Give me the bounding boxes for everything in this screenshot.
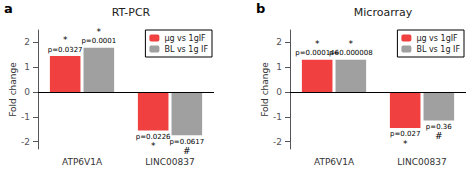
svg-text:*: * bbox=[349, 39, 354, 49]
svg-text:RT-PCR: RT-PCR bbox=[112, 6, 151, 19]
svg-text:p=0.000008: p=0.000008 bbox=[329, 49, 373, 57]
svg-text:*: * bbox=[151, 141, 156, 151]
svg-text:Microarray: Microarray bbox=[354, 6, 413, 19]
svg-text:-1: -1 bbox=[21, 112, 30, 122]
svg-text:p=0.0327: p=0.0327 bbox=[48, 46, 83, 54]
svg-text:#: # bbox=[435, 131, 443, 141]
svg-text:p=0.0226: p=0.0226 bbox=[136, 133, 171, 141]
svg-text:p=0.027: p=0.027 bbox=[390, 130, 420, 138]
svg-text:p=0.36: p=0.36 bbox=[426, 123, 452, 131]
svg-text:*: * bbox=[403, 139, 408, 149]
svg-text:a: a bbox=[4, 1, 13, 16]
svg-text:p=0.0617: p=0.0617 bbox=[169, 138, 204, 146]
svg-text:b: b bbox=[256, 1, 265, 16]
svg-text:p=0.000146: p=0.000146 bbox=[295, 49, 339, 58]
svg-text:-1: -1 bbox=[273, 112, 282, 122]
svg-text:LINC00837: LINC00837 bbox=[397, 157, 446, 167]
svg-text:*: * bbox=[63, 35, 68, 45]
svg-text:0: 0 bbox=[276, 87, 282, 97]
svg-text:1: 1 bbox=[24, 62, 30, 72]
svg-text:-2: -2 bbox=[21, 137, 30, 147]
svg-text:p=0.0001: p=0.0001 bbox=[81, 37, 116, 45]
svg-text:ATP6V1A: ATP6V1A bbox=[314, 157, 355, 167]
svg-text:2: 2 bbox=[276, 37, 282, 47]
svg-text:μg vs 1gIF: μg vs 1gIF bbox=[164, 34, 206, 43]
svg-text:LINC00837: LINC00837 bbox=[145, 157, 194, 167]
svg-text:0: 0 bbox=[24, 87, 30, 97]
svg-text:-2: -2 bbox=[273, 137, 282, 147]
svg-text:*: * bbox=[315, 39, 320, 49]
svg-text:Fold change: Fold change bbox=[8, 62, 18, 117]
svg-text:BL vs 1g IF: BL vs 1g IF bbox=[164, 45, 208, 54]
svg-text:μg vs 1gIF: μg vs 1gIF bbox=[416, 34, 458, 43]
svg-text:Fold change: Fold change bbox=[260, 62, 270, 117]
svg-text:1: 1 bbox=[276, 62, 282, 72]
svg-text:ATP6V1A: ATP6V1A bbox=[62, 157, 103, 167]
svg-text:*: * bbox=[97, 27, 102, 37]
svg-text:BL vs 1g IF: BL vs 1g IF bbox=[416, 45, 460, 54]
svg-text:2: 2 bbox=[24, 37, 30, 47]
svg-text:#: # bbox=[183, 146, 191, 156]
